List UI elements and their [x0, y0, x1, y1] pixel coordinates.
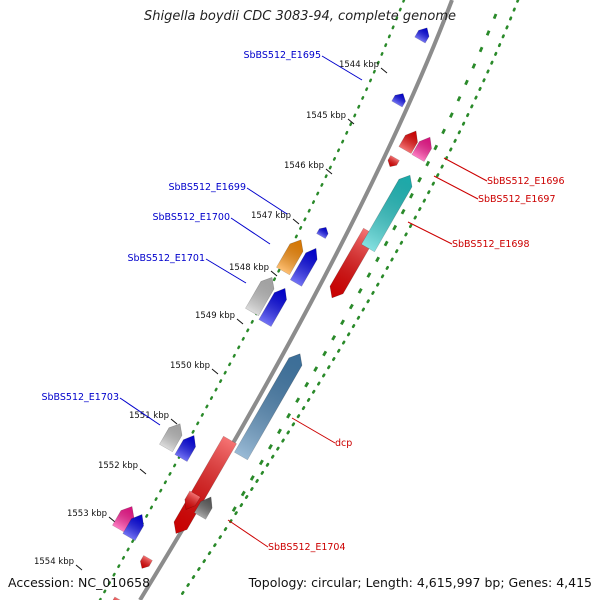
gene-arrow-darkgrey[interactable]	[193, 494, 216, 520]
gene-arrow-e1704[interactable]	[181, 490, 201, 513]
kbp-tick-label: 1550 kbp	[170, 361, 210, 371]
genome-summary: Topology: circular; Length: 4,615,997 bp…	[248, 575, 592, 590]
outer-reverse-track	[176, 0, 520, 600]
gene-arrow-red-edge[interactable]	[108, 596, 126, 600]
kbp-tick-mark	[75, 564, 83, 571]
kbp-tick-mark	[325, 168, 333, 175]
label-leader-line	[246, 187, 288, 215]
gene-arrow-blue-small[interactable]	[391, 91, 408, 108]
map-title: Shigella boydii CDC 3083-94, complete ge…	[143, 9, 457, 24]
gene-arrow-red-bottom[interactable]	[138, 555, 153, 571]
gene-label[interactable]: SbBS512_E1704	[268, 542, 346, 553]
label-leader-line	[205, 258, 247, 284]
gene-label[interactable]: SbBS512_E1697	[478, 194, 556, 205]
kbp-tick-label: 1554 kbp	[34, 557, 74, 567]
kbp-tick-mark	[139, 468, 147, 475]
kbp-tick-mark	[108, 516, 116, 523]
kbp-ticks: 1544 kbp 1545 kbp 1546 kbp 1547 kbp 1548 kbp…	[34, 60, 388, 571]
label-leader-line	[119, 397, 161, 426]
kbp-tick-mark	[270, 270, 278, 277]
label-leader-line	[227, 519, 269, 548]
kbp-tick-label: 1546 kbp	[284, 161, 324, 171]
kbp-tick-mark	[380, 67, 388, 74]
gene-arrow-e1697[interactable]	[411, 134, 436, 162]
kbp-tick-label: 1552 kbp	[98, 461, 138, 471]
gene-label[interactable]: SbBS512_E1696	[487, 176, 565, 187]
gene-arrow-e1701[interactable]	[258, 285, 291, 327]
kbp-tick-label: 1551 kbp	[129, 411, 169, 421]
kbp-tick-label: 1544 kbp	[339, 60, 379, 70]
label-leader-line	[291, 417, 336, 444]
gene-arrow-e1699[interactable]	[276, 236, 308, 276]
kbp-tick-mark	[236, 318, 244, 325]
kbp-tick-label: 1553 kbp	[67, 509, 107, 519]
kbp-tick-label: 1548 kbp	[229, 263, 269, 273]
gene-arrow-blue-e1703[interactable]	[174, 432, 200, 462]
label-leader-line	[407, 221, 453, 245]
gene-arrow-cyan[interactable]	[361, 172, 417, 253]
gene-arrow-e1700[interactable]	[289, 245, 321, 287]
kbp-tick-mark	[211, 368, 219, 375]
label-leader-line	[230, 217, 271, 245]
gene-label[interactable]: SbBS512_E1695	[243, 50, 321, 61]
gene-labels: SbBS512_E1695 SbBS512_E1699 SbBS512_E1700 S…	[41, 50, 564, 553]
gene-label[interactable]: SbBS512_E1699	[168, 182, 246, 193]
gene-arrow-e1696[interactable]	[398, 127, 422, 154]
gene-arrow-e1695[interactable]	[414, 25, 432, 44]
gene-label[interactable]: SbBS512_E1698	[452, 239, 530, 250]
gene-label[interactable]: SbBS512_E1700	[152, 212, 230, 223]
inner-reverse-track	[226, 13, 498, 521]
kbp-tick-mark	[292, 218, 300, 225]
gene-arrow-blue-bottom[interactable]	[122, 511, 148, 541]
kbp-tick-label: 1549 kbp	[195, 311, 235, 321]
gene-arrow-red-small[interactable]	[386, 155, 400, 170]
gene-arrow-steelblue[interactable]	[234, 350, 307, 461]
gene-label[interactable]: SbBS512_E1703	[41, 392, 119, 403]
label-leader-line	[443, 157, 488, 182]
gene-arrow-e1703[interactable]	[159, 420, 187, 453]
kbp-tick-label: 1545 kbp	[306, 111, 346, 121]
gene-arrow-grey[interactable]	[245, 274, 279, 317]
gene-arrow-dcp[interactable]	[170, 435, 237, 537]
kbp-tick-mark	[347, 118, 355, 125]
gene-label[interactable]: SbBS512_E1701	[127, 253, 205, 264]
gene-label[interactable]: dcp	[335, 438, 352, 449]
gene-features	[108, 25, 436, 600]
gene-arrow-blue-tiny[interactable]	[316, 225, 331, 239]
kbp-tick-mark	[170, 418, 178, 425]
label-leader-line	[433, 175, 479, 200]
accession-text: Accession: NC_010658	[8, 575, 151, 590]
kbp-tick-label: 1547 kbp	[251, 211, 291, 221]
label-leader-line	[321, 55, 363, 81]
